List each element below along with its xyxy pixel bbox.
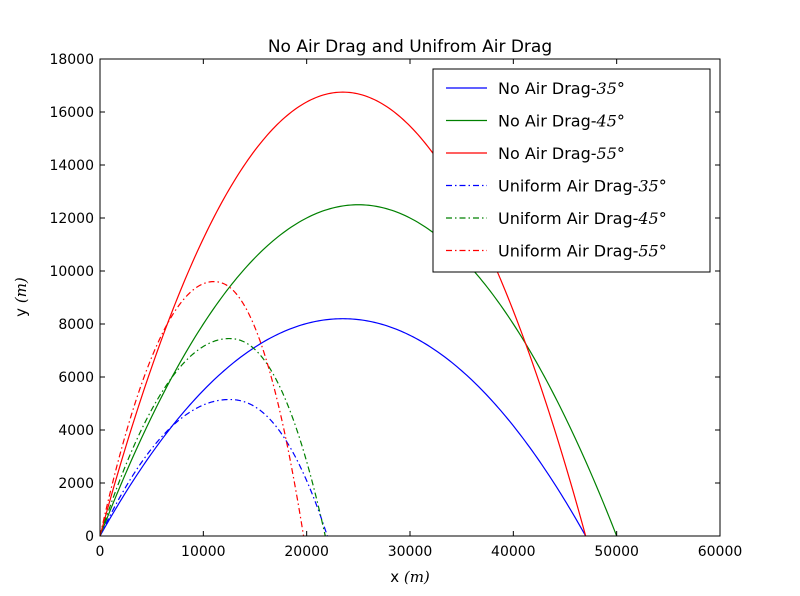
x-tick-label: 40000: [491, 544, 536, 560]
y-tick-label: 0: [85, 529, 94, 545]
legend-label: Uniform Air Drag-: [498, 242, 638, 261]
legend-label: No Air Drag-: [498, 144, 597, 163]
x-tick-label: 0: [96, 544, 105, 560]
series-line-5: [99, 337, 326, 537]
y-axis-unit: (m): [12, 277, 30, 303]
series-line-3: [99, 91, 587, 537]
y-tick-label: 18000: [49, 52, 94, 68]
y-tick-label: 4000: [58, 423, 94, 439]
legend-entry-3: No Air Drag-55°: [498, 144, 625, 163]
x-tick-label: 20000: [284, 544, 329, 560]
legend-angle: 55°: [597, 144, 625, 163]
y-tick-label: 16000: [49, 105, 94, 121]
y-tick-label: 14000: [49, 158, 94, 174]
y-tick-label: 2000: [58, 476, 94, 492]
legend-box: [432, 68, 711, 273]
y-tick-label: 12000: [49, 211, 94, 227]
legend-entry-2: No Air Drag-45°: [498, 112, 625, 131]
legend-label: No Air Drag-: [498, 112, 597, 131]
legend-angle: 55°: [638, 242, 666, 261]
y-tick-label: 8000: [58, 317, 94, 333]
legend-label: Uniform Air Drag-: [498, 177, 638, 196]
x-tick-label: 50000: [594, 544, 639, 560]
legend-entry-5: Uniform Air Drag-45°: [498, 209, 667, 228]
x-tick-label: 60000: [698, 544, 743, 560]
legend-label: No Air Drag-: [498, 79, 597, 98]
series-line-4: [99, 398, 328, 537]
legend-angle: 45°: [637, 209, 666, 228]
legend: No Air Drag-35°No Air Drag-45°No Air Dra…: [432, 68, 711, 273]
chart-title: No Air Drag and Unifrom Air Drag: [268, 37, 552, 57]
x-axis-title: x (m): [390, 568, 430, 586]
legend-entry-1: No Air Drag-35°: [498, 79, 625, 98]
y-tick-label: 10000: [49, 264, 94, 280]
legend-entry-4: Uniform Air Drag-35°: [498, 177, 667, 196]
ticks-layer: 0 10000 20000 30000 40000 50000 60000 0 2000 4000…: [49, 52, 742, 560]
legend-entry-6: Uniform Air Drag-55°: [498, 242, 667, 261]
legend-label: Uniform Air Drag-: [498, 209, 638, 228]
series-line-1: [99, 318, 587, 537]
y-axis-title: y (m): [12, 277, 30, 317]
series-layer: [99, 91, 618, 537]
series-line-2: [99, 204, 618, 537]
legend-angle: 45°: [596, 112, 625, 131]
legend-angle: 35°: [597, 79, 625, 98]
x-axis-label: x: [390, 568, 399, 586]
x-tick-label: 10000: [181, 544, 226, 560]
x-tick-label: 30000: [388, 544, 433, 560]
x-axis-unit: (m): [404, 568, 430, 586]
legend-angle: 35°: [638, 177, 666, 196]
y-axis-label: y: [12, 308, 30, 317]
y-tick-label: 6000: [58, 370, 94, 386]
